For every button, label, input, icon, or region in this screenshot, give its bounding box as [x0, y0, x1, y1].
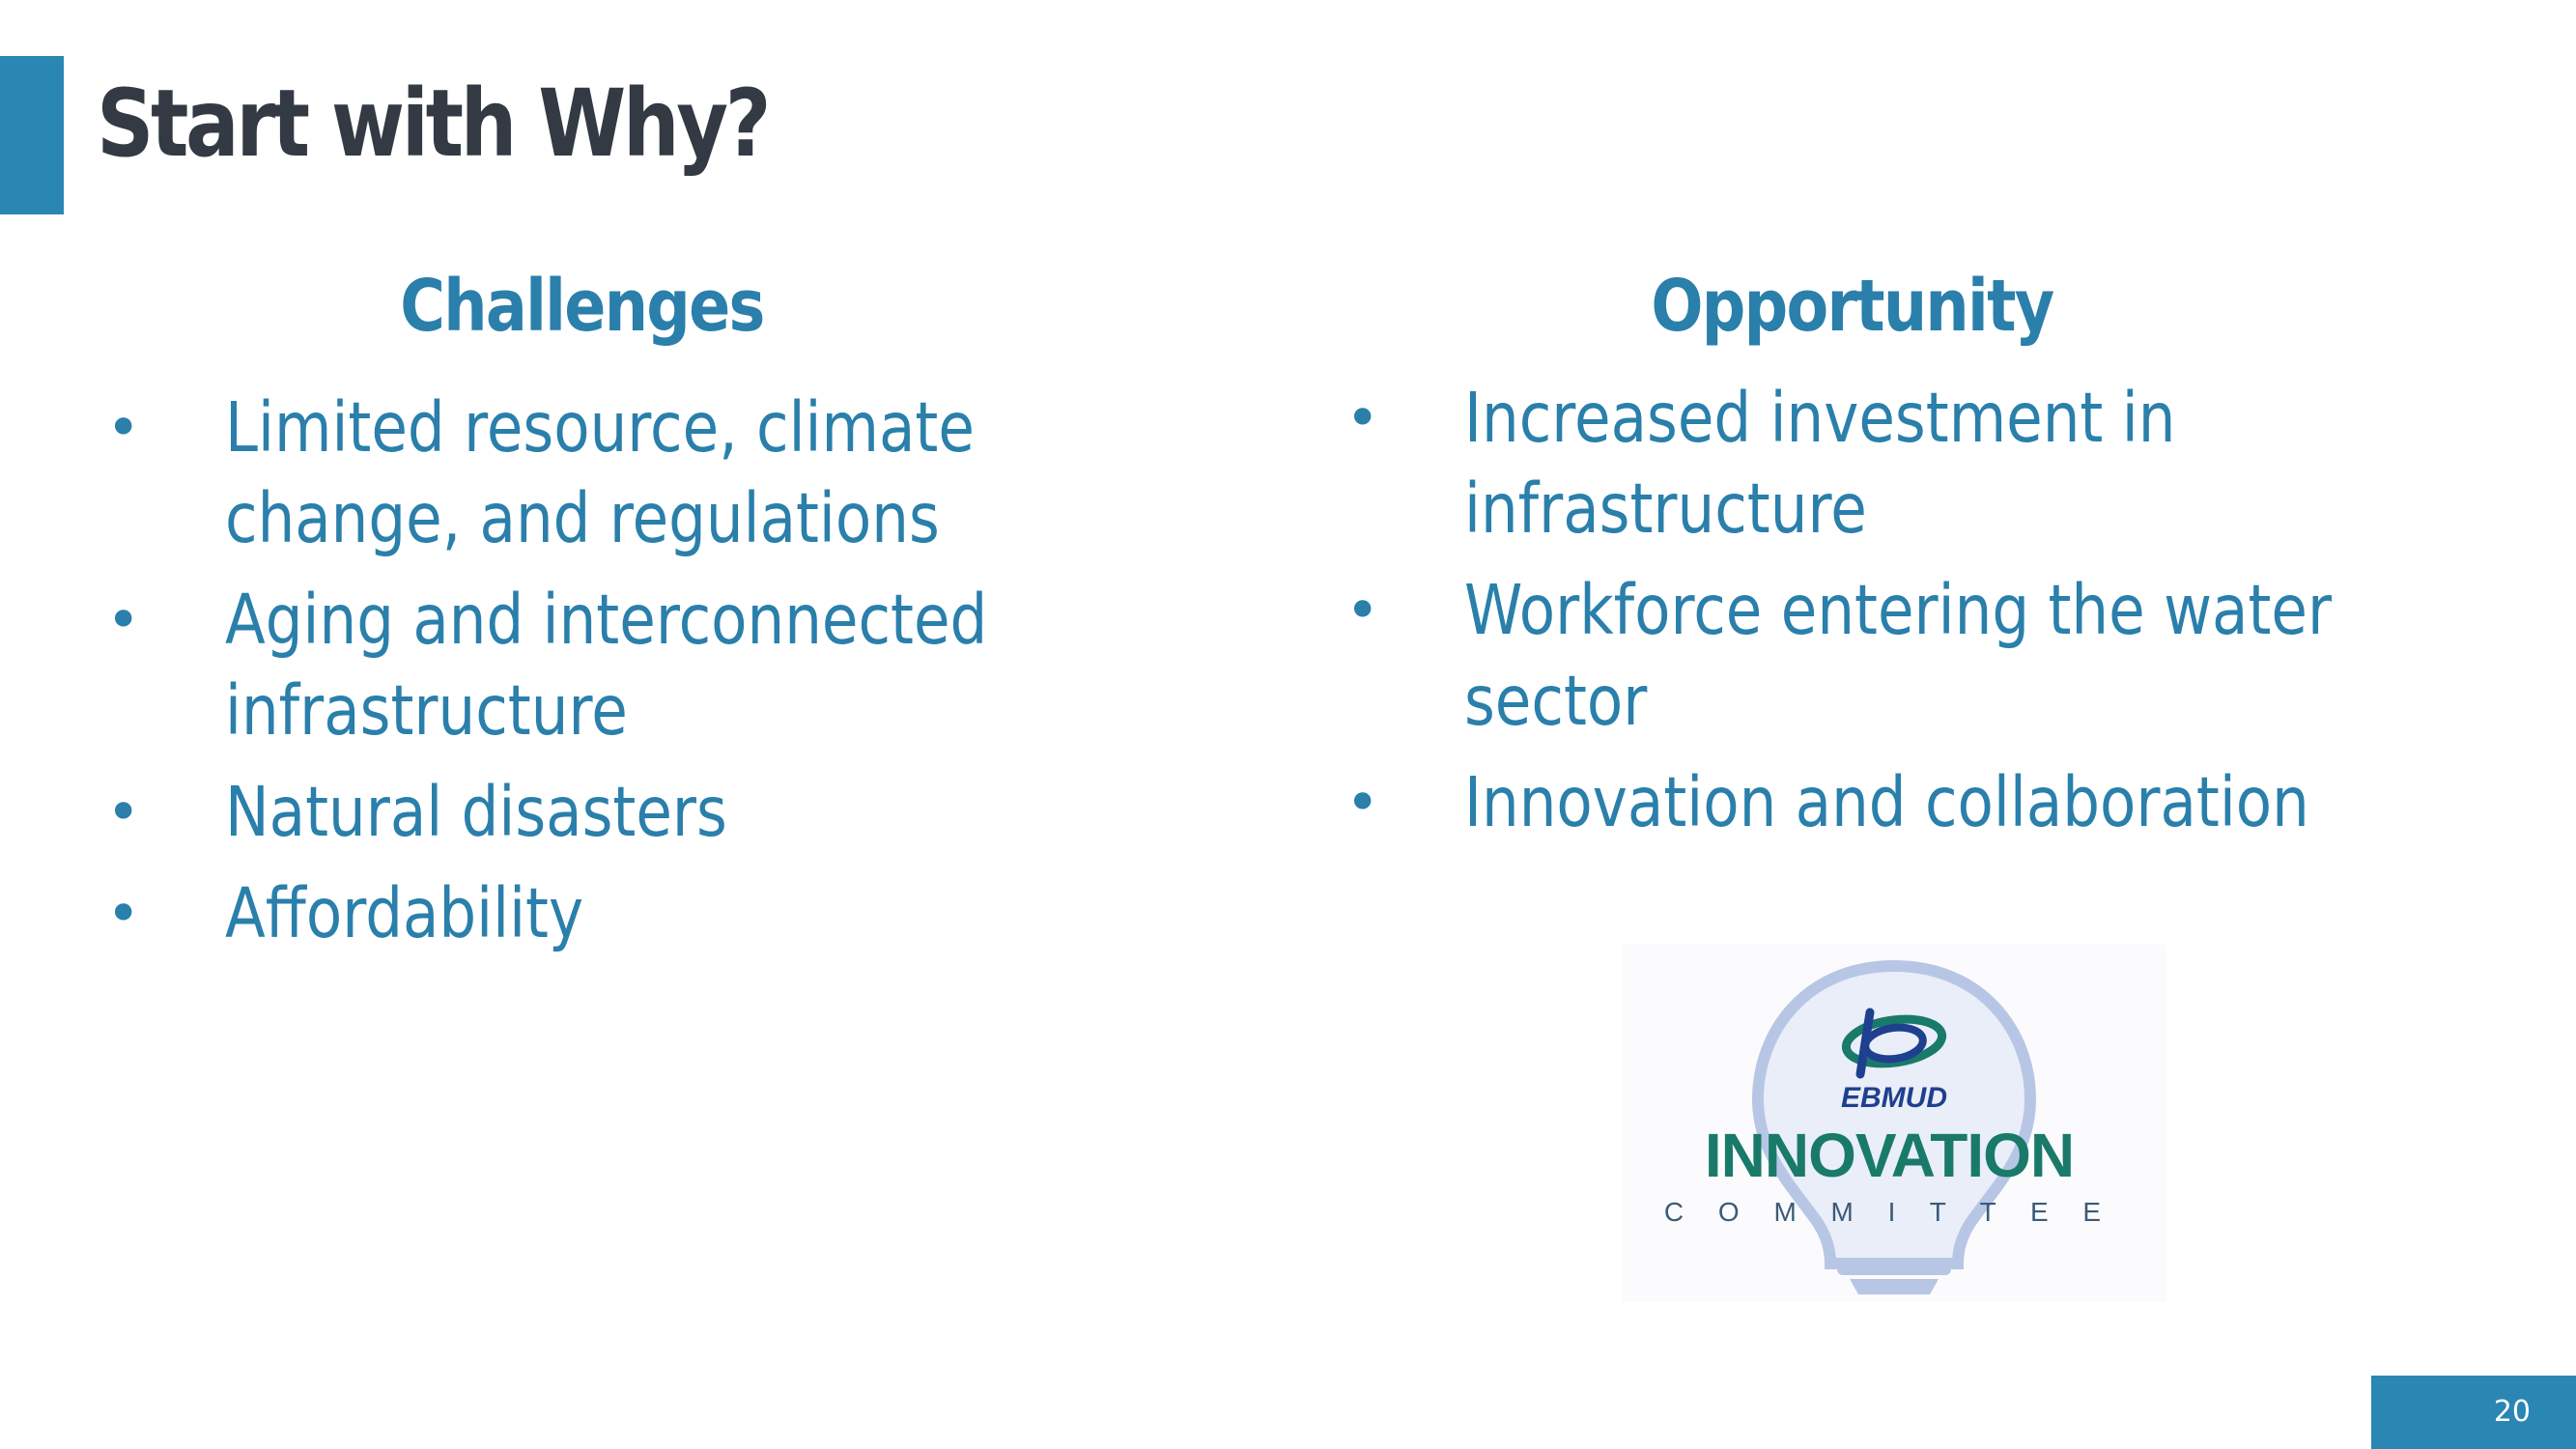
opportunity-item-text: Increased investment in infrastructure [1464, 378, 2176, 549]
challenge-item: • Natural disasters [97, 767, 1217, 858]
challenge-item: • Aging and interconnected infrastructur… [97, 575, 1217, 756]
bullet-icon: • [1345, 577, 1380, 644]
innovation-committee-logo: EBMUD INNOVATION C O M M I T T E E [1623, 945, 2166, 1302]
challenges-list: • Limited resource, climate change, and … [97, 383, 1217, 970]
bullet-icon: • [106, 880, 141, 948]
lightbulb-logo-icon: EBMUD INNOVATION C O M M I T T E E [1664, 959, 2114, 1294]
opportunity-item: • Increased investment in infrastructure [1336, 373, 2524, 554]
page-number-box: 20 [2371, 1376, 2576, 1449]
opportunity-item: • Innovation and collaboration [1336, 757, 2524, 848]
opportunity-item-text: Innovation and collaboration [1464, 762, 2309, 842]
page-number: 20 [2493, 1395, 2531, 1429]
logo-wordmark-text: INNOVATION [1705, 1121, 2074, 1190]
opportunity-item: • Workforce entering the water sector [1336, 565, 2524, 747]
bullet-icon: • [106, 779, 141, 846]
bullet-icon: • [106, 394, 141, 462]
challenges-heading: Challenges [400, 265, 765, 348]
bullet-icon: • [106, 586, 141, 654]
title-accent-bar [0, 56, 64, 214]
challenge-item-text: Affordability [225, 873, 584, 953]
opportunity-heading: Opportunity [1651, 265, 2054, 348]
opportunity-item-text: Workforce entering the water sector [1464, 570, 2333, 741]
bullet-icon: • [1345, 384, 1380, 452]
challenge-item: • Limited resource, climate change, and … [97, 383, 1217, 564]
challenge-item: • Affordability [97, 868, 1217, 959]
challenge-item-text: Limited resource, climate change, and re… [225, 387, 975, 558]
slide-title: Start with Why? [97, 70, 772, 178]
logo-brand-text: EBMUD [1841, 1082, 1947, 1114]
opportunity-list: • Increased investment in infrastructure… [1336, 373, 2524, 859]
challenge-item-text: Natural disasters [225, 772, 727, 852]
logo-subtitle-text: C O M M I T T E E [1664, 1197, 2114, 1227]
challenge-item-text: Aging and interconnected infrastructure [225, 580, 988, 751]
bullet-icon: • [1345, 769, 1380, 837]
